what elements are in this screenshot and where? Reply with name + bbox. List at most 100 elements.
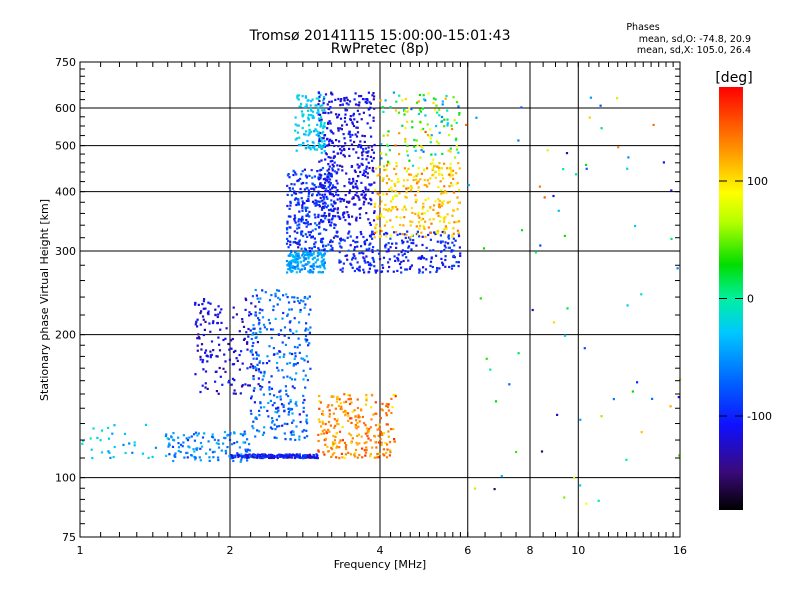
- scatter-point: [406, 240, 409, 243]
- scatter-point: [307, 456, 310, 459]
- scatter-point: [361, 193, 364, 196]
- scatter-point: [254, 336, 257, 339]
- scatter-point: [221, 383, 224, 386]
- scatter-point: [365, 399, 368, 402]
- scatter-point: [347, 393, 350, 397]
- scatter-point: [247, 327, 250, 331]
- scatter-point: [336, 115, 339, 118]
- scatter-point: [325, 187, 328, 190]
- scatter-point: [306, 435, 309, 438]
- scatter-point: [417, 190, 420, 193]
- scatter-point: [520, 229, 524, 232]
- scatter-point: [258, 430, 261, 433]
- scatter-point: [249, 329, 252, 332]
- scatter-point: [327, 144, 330, 147]
- scatter-point: [300, 220, 303, 223]
- scatter-point: [449, 147, 452, 150]
- scatter-point: [360, 118, 363, 121]
- scatter-point: [352, 177, 355, 180]
- scatter-point: [244, 433, 247, 436]
- scatter-point: [294, 138, 297, 141]
- scatter-point: [319, 104, 322, 107]
- scatter-point: [446, 109, 449, 112]
- scatter-point: [375, 412, 378, 415]
- scatter-point: [429, 238, 432, 241]
- scatter-point: [308, 215, 311, 218]
- scatter-point: [384, 442, 387, 445]
- scatter-point: [302, 251, 305, 254]
- scatter-point: [419, 110, 422, 113]
- scatter-point: [343, 212, 346, 215]
- scatter-point: [436, 111, 439, 114]
- scatter-point: [407, 259, 410, 262]
- scatter-point: [411, 164, 415, 167]
- scatter-point: [382, 165, 386, 168]
- scatter-point: [299, 456, 302, 459]
- scatter-point: [284, 438, 287, 441]
- scatter-point: [408, 159, 411, 162]
- scatter-point: [354, 241, 357, 244]
- scatter-point: [314, 199, 317, 202]
- scatter-point: [437, 214, 440, 217]
- scatter-point: [307, 116, 310, 119]
- scatter-point: [367, 202, 370, 205]
- scatter-point: [365, 158, 368, 161]
- scatter-point: [328, 415, 331, 418]
- scatter-point: [338, 441, 341, 444]
- scatter-point: [348, 394, 351, 397]
- scatter-point: [294, 221, 297, 224]
- scatter-point: [500, 475, 503, 478]
- scatter-point: [364, 451, 368, 454]
- scatter-point: [311, 258, 314, 261]
- scatter-point: [320, 271, 323, 274]
- scatter-point: [329, 106, 332, 109]
- scatter-point: [312, 267, 315, 271]
- scatter-point: [413, 138, 416, 142]
- scatter-point: [402, 259, 405, 263]
- scatter-point: [199, 312, 202, 315]
- scatter-point: [450, 249, 453, 252]
- scatter-point: [678, 454, 681, 457]
- scatter-point: [357, 145, 360, 148]
- scatter-point: [371, 250, 374, 254]
- scatter-point: [304, 133, 307, 136]
- scatter-point: [334, 234, 337, 238]
- scatter-point: [234, 456, 237, 459]
- scatter-point: [359, 231, 362, 234]
- scatter-point: [418, 216, 421, 219]
- scatter-point: [297, 262, 300, 265]
- scatter-point: [305, 186, 308, 190]
- scatter-point: [432, 158, 435, 161]
- scatter-point: [364, 198, 368, 201]
- scatter-point: [174, 452, 177, 455]
- scatter-point: [339, 100, 342, 103]
- scatter-point: [319, 93, 322, 96]
- scatter-point: [450, 267, 454, 270]
- scatter-point: [208, 459, 211, 462]
- scatter-point: [335, 193, 338, 196]
- scatter-point: [319, 131, 322, 135]
- scatter-point: [339, 245, 342, 248]
- scatter-point: [340, 452, 343, 455]
- scatter-point: [193, 439, 196, 442]
- scatter-point: [394, 109, 398, 112]
- scatter-point: [90, 448, 93, 451]
- scatter-point: [391, 206, 394, 209]
- scatter-point: [424, 235, 427, 238]
- scatter-point: [305, 147, 308, 150]
- scatter-point: [294, 123, 297, 126]
- scatter-point: [403, 216, 406, 219]
- scatter-point: [298, 343, 301, 347]
- scatter-point: [405, 268, 408, 271]
- scatter-point: [361, 447, 364, 450]
- scatter-point: [89, 437, 92, 440]
- scatter-point: [329, 160, 332, 163]
- scatter-point: [270, 336, 273, 340]
- scatter-point: [369, 106, 372, 109]
- scatter-point: [283, 334, 286, 337]
- scatter-point: [333, 208, 336, 211]
- scatter-point: [321, 249, 324, 252]
- scatter-point: [214, 370, 217, 373]
- scatter-point: [220, 449, 223, 452]
- scatter-point: [364, 193, 367, 196]
